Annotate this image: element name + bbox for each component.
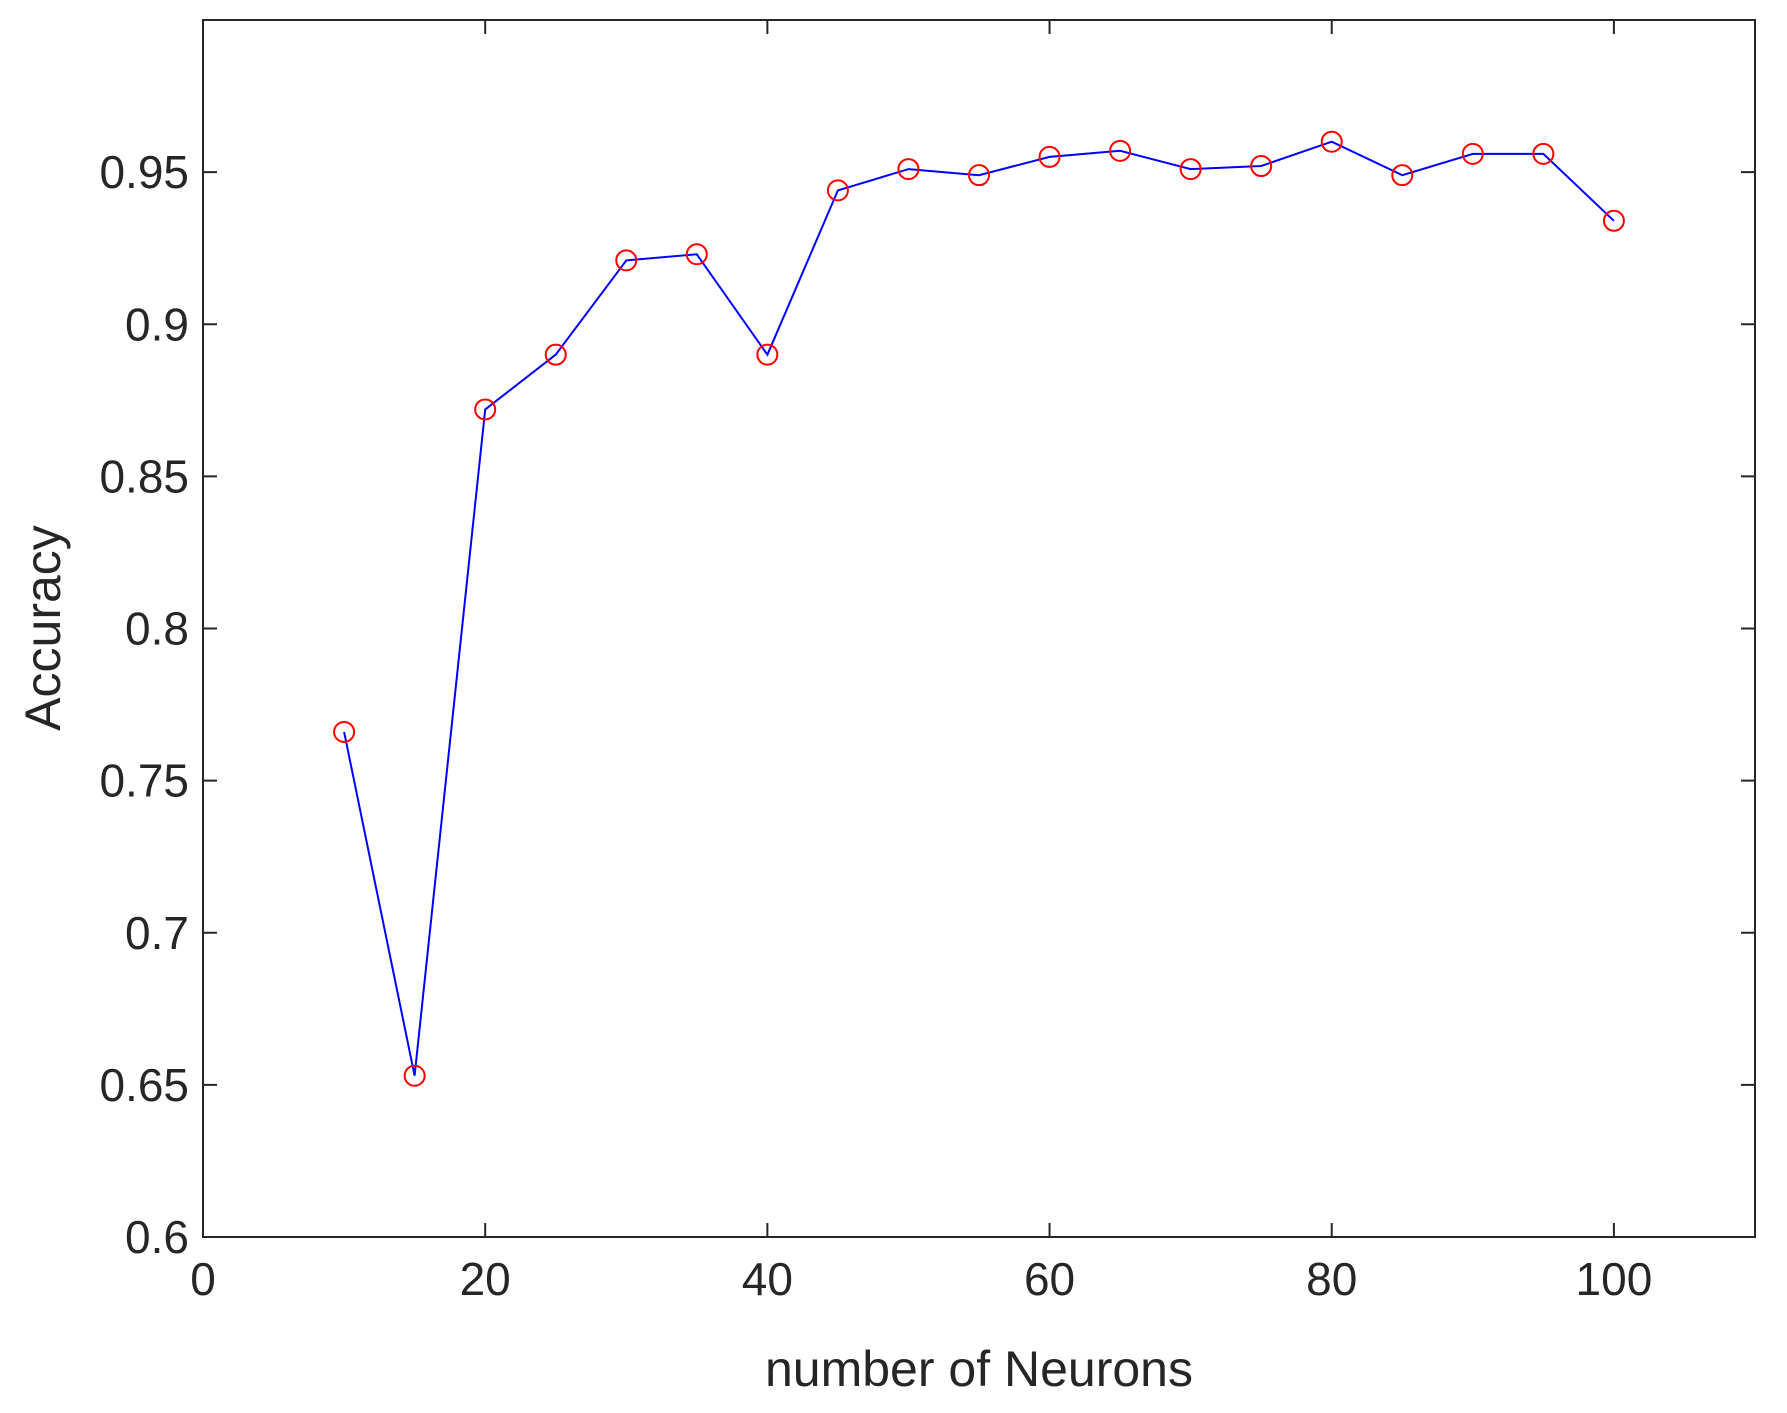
y-tick-label: 0.6 [125, 1211, 189, 1263]
data-point-marker [1109, 139, 1132, 162]
x-axis-label: number of Neurons [765, 1341, 1193, 1397]
data-point-marker [826, 179, 849, 202]
y-tick-label: 0.95 [99, 146, 189, 198]
data-point-marker [1179, 158, 1202, 181]
x-tick-label: 60 [1024, 1253, 1075, 1305]
y-tick-label: 0.75 [99, 755, 189, 807]
data-point-marker [544, 343, 567, 366]
data-point-marker [403, 1064, 426, 1087]
series-layer [333, 130, 1625, 1087]
x-tick-label: 100 [1576, 1253, 1653, 1305]
data-point-marker [1602, 209, 1625, 232]
data-point-marker [1532, 142, 1555, 165]
y-axis-label: Accuracy [15, 525, 71, 731]
x-tick-label: 80 [1306, 1253, 1357, 1305]
data-point-marker [897, 158, 920, 181]
data-point-marker [1038, 145, 1061, 168]
plot-area [202, 19, 1756, 1238]
data-point-marker [615, 249, 638, 272]
data-point-marker [474, 398, 497, 421]
x-tick-label: 40 [742, 1253, 793, 1305]
data-point-marker [1250, 155, 1273, 178]
y-tick-label: 0.7 [125, 907, 189, 959]
y-tick-label: 0.65 [99, 1059, 189, 1111]
y-tick-label: 0.85 [99, 450, 189, 502]
data-point-marker [1461, 142, 1484, 165]
series-line [343, 140, 1615, 1076]
x-axis-ticks: 0 20 40 60 80 100 [190, 20, 1652, 1305]
x-tick-label: 20 [460, 1253, 511, 1305]
data-point-marker [685, 243, 708, 266]
y-tick-label: 0.8 [125, 603, 189, 655]
data-point-marker [333, 720, 356, 743]
x-tick-label: 0 [190, 1253, 216, 1305]
data-point-marker [1391, 164, 1414, 187]
y-tick-label: 0.9 [125, 298, 189, 350]
data-point-marker [756, 343, 779, 366]
data-point-marker [1320, 130, 1343, 153]
data-point-marker [968, 164, 990, 187]
y-axis-ticks: 0.6 0.65 0.7 0.75 0.8 0.85 0.9 0.95 [99, 146, 1755, 1263]
